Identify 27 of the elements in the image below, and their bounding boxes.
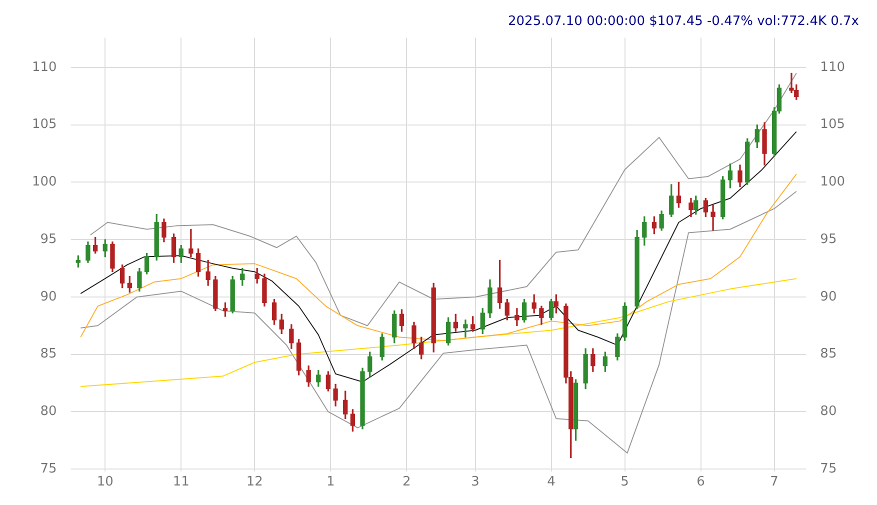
y2-tick-label: 80 xyxy=(820,404,837,420)
y-tick-label: 100 xyxy=(32,174,57,190)
x-tick-label: 5 xyxy=(620,474,629,490)
x-tick-label: 10 xyxy=(96,474,114,490)
x-tick-label: 4 xyxy=(547,474,556,490)
x-tick-label: 12 xyxy=(246,474,263,490)
y-tick-label: 75 xyxy=(40,461,57,476)
y2-tick-label: 90 xyxy=(820,289,837,304)
y-tick-label: 110 xyxy=(32,60,57,75)
y2-tick-label: 85 xyxy=(820,346,837,362)
y-tick-label: 105 xyxy=(32,117,57,132)
y2-tick-label: 95 xyxy=(820,232,837,247)
x-tick-label: 6 xyxy=(696,474,705,490)
y-tick-label: 95 xyxy=(40,232,57,247)
y-tick-label: 80 xyxy=(40,404,57,420)
x-tick-label: 7 xyxy=(770,474,778,490)
y2-tick-label: 110 xyxy=(820,60,846,75)
y2-tick-label: 105 xyxy=(820,117,846,132)
x-tick-label: 1 xyxy=(326,474,335,490)
x-tick-label: 11 xyxy=(172,474,190,490)
y2-tick-label: 100 xyxy=(820,174,846,190)
y2-tick-label: 75 xyxy=(820,461,837,476)
chart-title: 2025.07.10 00:00:00 $107.45 -0.47% vol:772.4K 0.7x xyxy=(508,14,860,30)
y-tick-label: 85 xyxy=(40,346,57,362)
y-tick-label: 90 xyxy=(40,289,57,304)
x-tick-label: 3 xyxy=(471,474,480,490)
x-tick-label: 2 xyxy=(402,474,411,490)
